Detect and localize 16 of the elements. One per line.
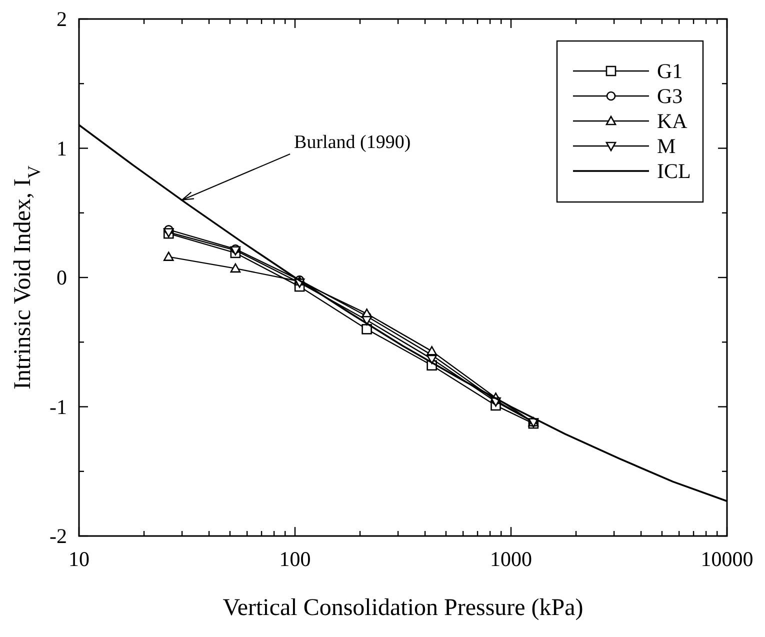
x-axis-title: Vertical Consolidation Pressure (kPa): [222, 595, 584, 621]
y-tick-label: 2: [56, 7, 67, 31]
y-tick-label: 0: [56, 266, 67, 290]
x-tick-label: 10000: [700, 547, 754, 571]
y-tick-label: -2: [50, 524, 67, 548]
legend-label: ICL: [657, 159, 691, 183]
x-tick-label: 1000: [490, 547, 532, 571]
y-tick-label: -1: [50, 394, 67, 419]
y-tick-label: 1: [56, 136, 67, 160]
legend-label: KA: [657, 109, 688, 133]
x-tick-label: 100: [279, 547, 311, 571]
legend-label: M: [657, 134, 676, 158]
legend-label: G3: [657, 84, 683, 108]
x-tick-label: 10: [68, 547, 90, 571]
annotation: Burland (1990): [294, 132, 411, 153]
legend-label: G1: [657, 59, 683, 83]
